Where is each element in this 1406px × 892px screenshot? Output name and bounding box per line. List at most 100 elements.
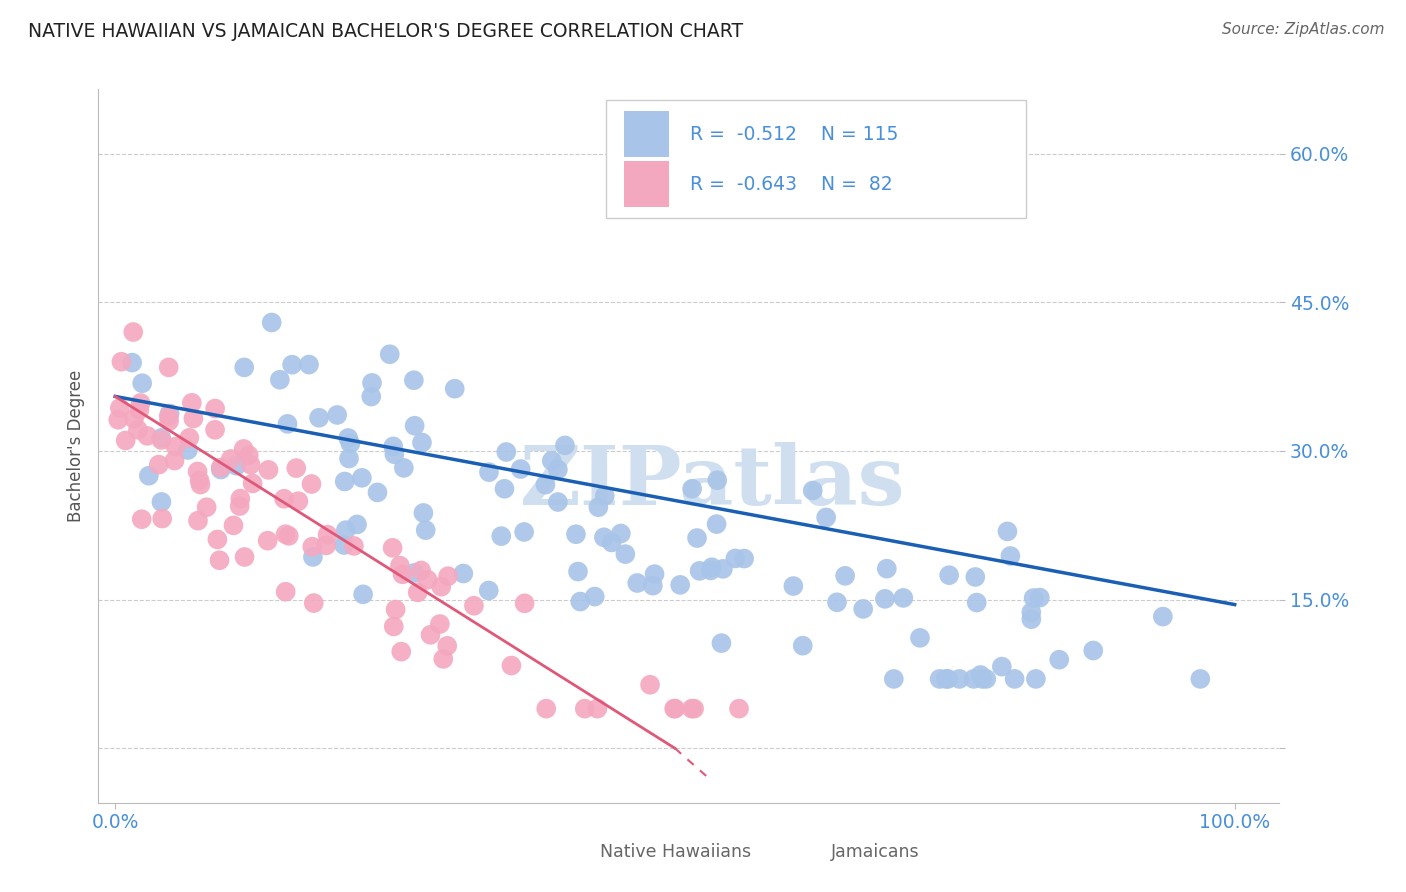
Point bbox=[681, 482, 703, 496]
Point bbox=[662, 701, 685, 715]
Point bbox=[131, 512, 153, 526]
Bar bbox=[778, 837, 818, 869]
Point bbox=[728, 701, 751, 715]
Point bbox=[574, 701, 596, 715]
Point bbox=[513, 596, 536, 610]
Point bbox=[209, 462, 232, 476]
Point bbox=[412, 506, 434, 520]
Point bbox=[501, 658, 523, 673]
Point bbox=[626, 576, 648, 591]
Text: R =  -0.512    N = 115: R = -0.512 N = 115 bbox=[690, 125, 898, 144]
Point bbox=[333, 538, 356, 552]
Point bbox=[406, 585, 429, 599]
Point bbox=[157, 414, 180, 428]
Point bbox=[700, 563, 723, 577]
FancyBboxPatch shape bbox=[606, 100, 1025, 218]
Point bbox=[419, 628, 441, 642]
Point bbox=[208, 553, 231, 567]
Point bbox=[586, 701, 609, 715]
Point bbox=[165, 440, 187, 454]
Point bbox=[453, 566, 475, 581]
Point bbox=[733, 551, 755, 566]
Point bbox=[710, 636, 733, 650]
Point bbox=[792, 639, 814, 653]
Bar bbox=[624, 111, 669, 157]
Point bbox=[233, 549, 256, 564]
Text: Native Hawaiians: Native Hawaiians bbox=[600, 844, 751, 862]
Point bbox=[1022, 591, 1045, 605]
Point bbox=[908, 631, 931, 645]
Point bbox=[225, 458, 247, 473]
Point bbox=[242, 476, 264, 491]
Point bbox=[593, 530, 616, 544]
Point bbox=[681, 701, 703, 715]
Point bbox=[540, 454, 562, 468]
Point bbox=[547, 495, 569, 509]
Point bbox=[209, 460, 232, 475]
Point bbox=[131, 376, 153, 391]
Point bbox=[495, 445, 517, 459]
Point bbox=[157, 360, 180, 375]
Point bbox=[391, 567, 413, 582]
Point bbox=[190, 477, 212, 491]
Text: NATIVE HAWAIIAN VS JAMAICAN BACHELOR'S DEGREE CORRELATION CHART: NATIVE HAWAIIAN VS JAMAICAN BACHELOR'S D… bbox=[28, 22, 744, 41]
Point bbox=[285, 461, 308, 475]
Point bbox=[207, 533, 229, 547]
Point bbox=[159, 407, 181, 421]
Point bbox=[346, 517, 368, 532]
Point bbox=[883, 672, 905, 686]
Point bbox=[384, 602, 406, 616]
Point bbox=[219, 452, 242, 467]
Point bbox=[366, 485, 388, 500]
Point bbox=[138, 468, 160, 483]
Text: Jamaicans: Jamaicans bbox=[831, 844, 920, 862]
Point bbox=[402, 373, 425, 387]
Point bbox=[333, 475, 356, 489]
Point bbox=[381, 541, 404, 555]
Point bbox=[554, 438, 576, 452]
Point bbox=[569, 594, 592, 608]
Point bbox=[392, 461, 415, 475]
Point bbox=[273, 491, 295, 506]
Point bbox=[1189, 672, 1212, 686]
Point bbox=[962, 672, 984, 686]
Point bbox=[411, 564, 433, 578]
Point bbox=[437, 569, 460, 583]
Point bbox=[260, 316, 283, 330]
Point bbox=[411, 435, 433, 450]
Point bbox=[378, 347, 401, 361]
Point bbox=[600, 535, 623, 549]
Point bbox=[583, 590, 606, 604]
Point bbox=[281, 358, 304, 372]
Point bbox=[891, 591, 914, 605]
Point bbox=[416, 573, 439, 587]
Point bbox=[974, 672, 997, 686]
Text: Source: ZipAtlas.com: Source: ZipAtlas.com bbox=[1222, 22, 1385, 37]
Point bbox=[257, 463, 280, 477]
Point bbox=[187, 514, 209, 528]
Point bbox=[228, 499, 250, 513]
Point bbox=[339, 436, 361, 450]
Point bbox=[700, 560, 723, 574]
Point bbox=[948, 672, 970, 686]
Point bbox=[337, 431, 360, 445]
Point bbox=[415, 523, 437, 537]
Point bbox=[509, 462, 531, 476]
Point bbox=[430, 580, 453, 594]
Point bbox=[567, 565, 589, 579]
Point bbox=[316, 527, 339, 541]
Point bbox=[389, 645, 412, 659]
Point bbox=[997, 524, 1019, 539]
Point bbox=[187, 465, 209, 479]
Point bbox=[478, 583, 501, 598]
Point bbox=[443, 382, 465, 396]
Point bbox=[177, 442, 200, 457]
Point bbox=[1004, 672, 1026, 686]
Point bbox=[150, 495, 173, 509]
Point bbox=[122, 325, 145, 339]
Point bbox=[852, 602, 875, 616]
Point bbox=[269, 373, 291, 387]
Point bbox=[150, 511, 173, 525]
Point bbox=[179, 431, 201, 445]
Point bbox=[183, 411, 205, 425]
